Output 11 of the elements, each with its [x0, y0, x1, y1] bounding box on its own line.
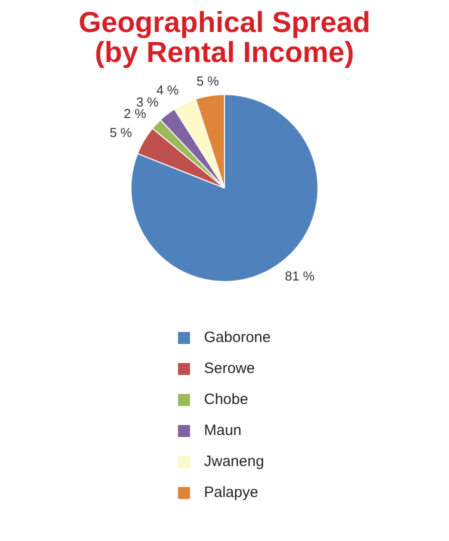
legend-label: Gaborone	[204, 329, 271, 346]
legend-label: Serowe	[204, 360, 255, 377]
data-label: 5 %	[196, 73, 220, 88]
data-label: 81 %	[284, 268, 315, 284]
legend-label: Palapye	[204, 484, 258, 501]
chart-title: Geographical Spread (by Rental Income)	[78, 7, 372, 69]
legend-label: Chobe	[204, 391, 248, 408]
legend-label: Maun	[204, 422, 242, 439]
legend-label: Jwaneng	[204, 453, 264, 470]
data-label: 5 %	[110, 124, 132, 140]
data-label: 4 %	[156, 82, 180, 98]
